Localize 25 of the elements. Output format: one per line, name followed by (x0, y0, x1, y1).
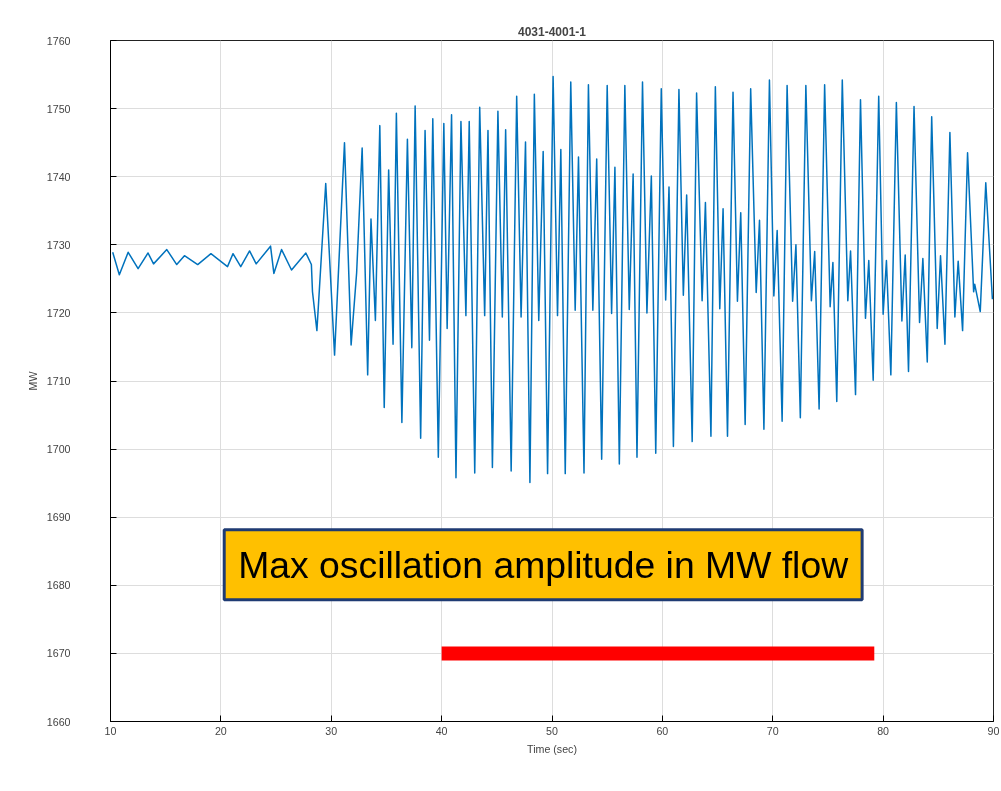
chart-title: 4031-4001-1 (517, 24, 587, 39)
x-tick-label: 80 (877, 724, 890, 737)
y-tick-label: 1740 (46, 170, 71, 183)
y-tick-label: 1750 (46, 102, 71, 115)
y-tick-label: 1660 (46, 715, 71, 728)
y-tick-label: 1760 (46, 34, 71, 47)
x-tick-label: 10 (104, 724, 117, 737)
x-tick-label: 60 (656, 724, 669, 737)
annotation: Max oscillation amplitude in MW flow (238, 543, 850, 586)
y-tick-label: 1730 (46, 238, 71, 251)
y-tick-label: 1710 (46, 375, 71, 387)
y-tick-label: 1680 (46, 579, 71, 592)
y-axis-title: MW (26, 370, 39, 391)
x-axis-title: Time (sec) (527, 742, 577, 755)
x-tick-label: 20 (214, 724, 227, 737)
x-tick-label: 30 (325, 724, 338, 737)
y-tick-label: 1690 (46, 511, 71, 524)
x-tick-label: 70 (766, 724, 779, 737)
y-tick-label: 1670 (46, 647, 71, 660)
x-tick-label: 90 (987, 724, 1000, 737)
line-series (111, 75, 994, 484)
x-tick-label: 50 (546, 724, 558, 737)
x-tick-label: 40 (435, 724, 448, 737)
y-tick-label: 1720 (46, 306, 71, 319)
y-tick-label: 1700 (46, 443, 71, 456)
